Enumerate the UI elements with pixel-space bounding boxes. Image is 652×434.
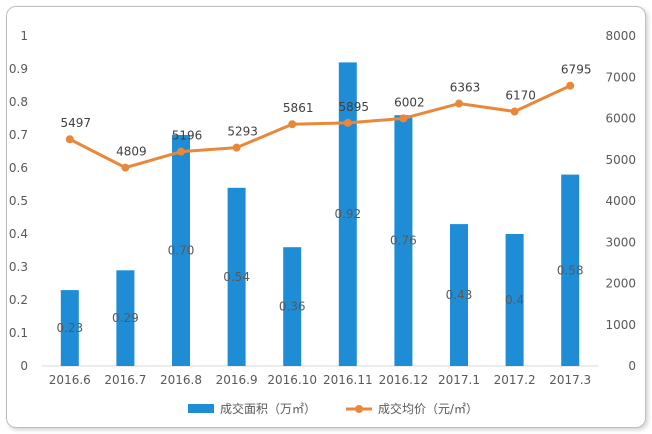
line-point [510, 107, 519, 116]
line-series [65, 81, 575, 172]
bar [172, 135, 190, 366]
right-tick-label: 7000 [605, 70, 636, 84]
x-tick-label: 2017.1 [438, 373, 480, 387]
left-tick-label: 0.8 [9, 95, 28, 109]
bar [505, 234, 524, 366]
x-tick-label: 2016.9 [216, 373, 258, 387]
bar [227, 187, 246, 366]
line-data-label: 5196 [172, 129, 203, 143]
bar [561, 174, 580, 366]
bar-data-labels: 0.23 0.29 0.70 0.54 0.36 0.92 0.76 0.43 0.4 0.58 [56, 207, 583, 335]
line-data-labels: 5497 4809 5196 5293 5861 5895 6002 6363 6170 6795 [61, 63, 592, 159]
right-tick-label: 4000 [605, 194, 636, 208]
bar-data-label: 0.36 [279, 300, 306, 314]
line-data-label: 5497 [61, 116, 92, 130]
line-point [232, 143, 241, 152]
legend-line-marker [355, 405, 363, 413]
line-data-label: 6795 [561, 63, 592, 77]
right-tick-label: 5000 [605, 153, 636, 167]
line-point [65, 135, 74, 144]
left-tick-label: 1 [20, 29, 28, 43]
x-tick-label: 2017.3 [549, 373, 591, 387]
x-tick-label: 2017.2 [494, 373, 536, 387]
x-tick-label: 2016.10 [267, 373, 317, 387]
left-tick-label: 0.4 [9, 227, 28, 241]
left-tick-label: 0.1 [9, 326, 28, 340]
bar-data-label: 0.92 [334, 207, 361, 221]
right-tick-label: 3000 [605, 235, 636, 249]
legend-bar-swatch [188, 404, 214, 413]
line-point [288, 120, 297, 129]
line-point [177, 147, 185, 156]
right-tick-label: 0 [628, 359, 636, 373]
left-axis-ticks: 0 0.1 0.2 0.3 0.4 0.5 0.6 0.7 0.8 0.9 1 [9, 29, 28, 373]
line-path [69, 84, 571, 170]
left-tick-label: 0.2 [9, 293, 28, 307]
right-tick-label: 1000 [605, 318, 636, 332]
bar-series [60, 62, 580, 367]
bar [116, 270, 135, 366]
bar [60, 290, 79, 366]
x-tick-label: 2016.6 [49, 373, 91, 387]
line-data-label: 6002 [394, 95, 425, 109]
right-tick-label: 6000 [605, 112, 636, 126]
left-tick-label: 0.6 [9, 161, 28, 175]
left-tick-label: 0 [20, 359, 28, 373]
left-tick-label: 0.5 [9, 194, 28, 208]
left-tick-label: 0.3 [9, 260, 28, 274]
chart-frame [6, 6, 646, 428]
line-point [399, 114, 408, 123]
x-axis-ticks: 2016.6 2016.7 2016.8 2016.9 2016.10 2016.11 20… [49, 373, 591, 387]
legend-bar-label: 成交面积（万㎡） [220, 401, 316, 416]
legend-line-label: 成交均价（元/㎡） [378, 401, 478, 416]
x-tick-label: 2016.8 [160, 373, 202, 387]
line-data-label: 5895 [339, 100, 370, 114]
x-tick-label: 2016.7 [104, 373, 146, 387]
bar-data-label: 0.43 [446, 288, 473, 302]
line-point [455, 99, 463, 108]
line-data-label: 5293 [227, 125, 258, 139]
line-data-label: 6170 [505, 88, 536, 102]
line-point [566, 81, 575, 90]
left-tick-label: 0.7 [9, 128, 28, 142]
x-tick-label: 2016.11 [323, 373, 373, 387]
bar-data-label: 0.58 [557, 263, 584, 277]
bar-data-label: 0.70 [168, 244, 195, 258]
bar [338, 62, 357, 367]
left-tick-label: 0.9 [9, 62, 28, 76]
legend: 成交面积（万㎡） 成交均价（元/㎡） [188, 401, 478, 416]
bar [283, 247, 302, 366]
bar-data-label: 0.54 [223, 270, 250, 284]
bar-data-label: 0.76 [390, 234, 417, 248]
bar-data-label: 0.4 [505, 293, 524, 307]
right-tick-label: 2000 [605, 277, 636, 291]
line-data-label: 4809 [116, 145, 147, 159]
line-point [343, 118, 352, 127]
bar [450, 224, 468, 366]
line-point [121, 163, 130, 172]
bar-data-label: 0.23 [56, 321, 83, 335]
line-data-label: 5861 [283, 101, 314, 115]
right-tick-label: 8000 [605, 29, 636, 43]
bar [394, 115, 413, 366]
bar-data-label: 0.29 [112, 311, 139, 325]
line-data-label: 6363 [450, 81, 481, 95]
right-axis-ticks: 0 1000 2000 3000 4000 5000 6000 7000 8000 [605, 29, 636, 373]
x-tick-label: 2016.12 [379, 373, 429, 387]
